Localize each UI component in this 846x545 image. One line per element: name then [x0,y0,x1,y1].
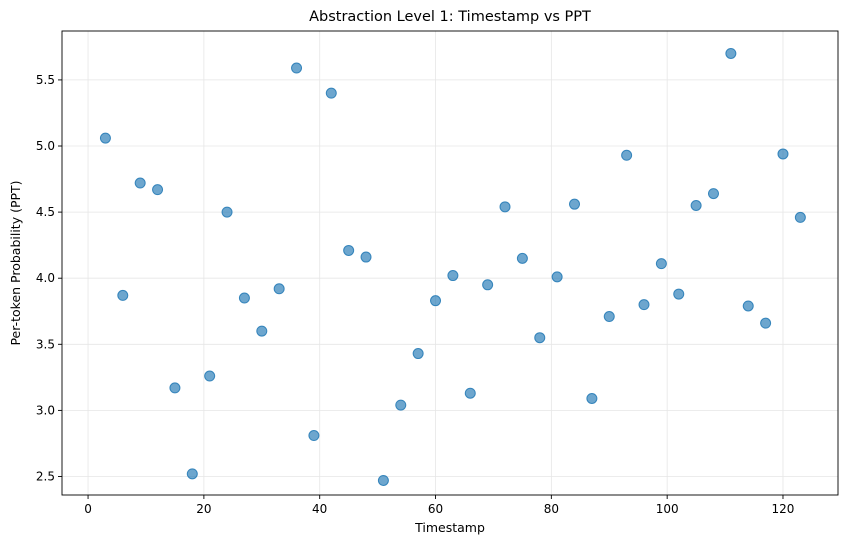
data-point [395,399,407,411]
data-point [464,387,476,399]
data-point [569,198,581,210]
data-point [430,295,442,307]
data-point [673,288,685,300]
y-axis-label: Per-token Probability (PPT) [8,180,23,345]
data-point [152,184,164,196]
data-point [377,474,389,486]
data-point [221,206,233,218]
plot-frame [61,30,839,496]
y-tick-label: 5.0 [36,139,55,153]
data-point [655,258,667,270]
data-point [760,317,772,329]
data-point [777,148,789,160]
y-tick-label: 2.5 [36,469,55,483]
data-point [621,149,633,161]
chart-title: Abstraction Level 1: Timestamp vs PPT [309,9,591,25]
data-point [169,382,181,394]
data-point [343,244,355,256]
data-point [360,251,372,263]
data-point [690,199,702,211]
axis-ticks: 0 20 40 60 80 100 120 2.5 3.0 3.5 4.0 4.5 5.0 5.5 [36,73,795,516]
data-point [308,430,320,442]
data-point [238,292,250,304]
data-point [499,201,511,213]
data-point [204,370,216,382]
data-point [99,132,111,144]
data-point [447,270,459,282]
y-tick-label: 3.5 [36,337,55,351]
data-point [325,87,337,99]
data-point [742,300,754,312]
x-tick-label: 0 [84,502,92,516]
x-tick-label: 100 [656,502,679,516]
data-points [99,47,806,486]
x-tick-label: 60 [428,502,443,516]
data-point [603,311,615,323]
data-point [291,62,303,74]
data-point [186,468,198,480]
data-point [482,279,494,291]
y-tick-label: 5.5 [36,73,55,87]
x-tick-label: 40 [312,502,327,516]
data-point [707,188,719,200]
data-point [117,289,129,301]
y-tick-label: 4.5 [36,205,55,219]
data-point [725,47,737,59]
data-point [586,392,598,404]
data-point [794,211,806,223]
data-point [551,271,563,283]
grid-lines [62,31,838,495]
data-point [412,348,424,360]
x-tick-label: 80 [544,502,559,516]
x-tick-label: 120 [772,502,795,516]
x-tick-label: 20 [196,502,211,516]
x-axis-label: Timestamp [414,520,485,535]
data-point [134,177,146,189]
data-point [273,283,285,295]
data-point [256,325,268,337]
data-point [516,252,528,264]
data-point [638,299,650,311]
y-tick-label: 4.0 [36,271,55,285]
data-point [534,332,546,344]
y-tick-label: 3.0 [36,403,55,417]
